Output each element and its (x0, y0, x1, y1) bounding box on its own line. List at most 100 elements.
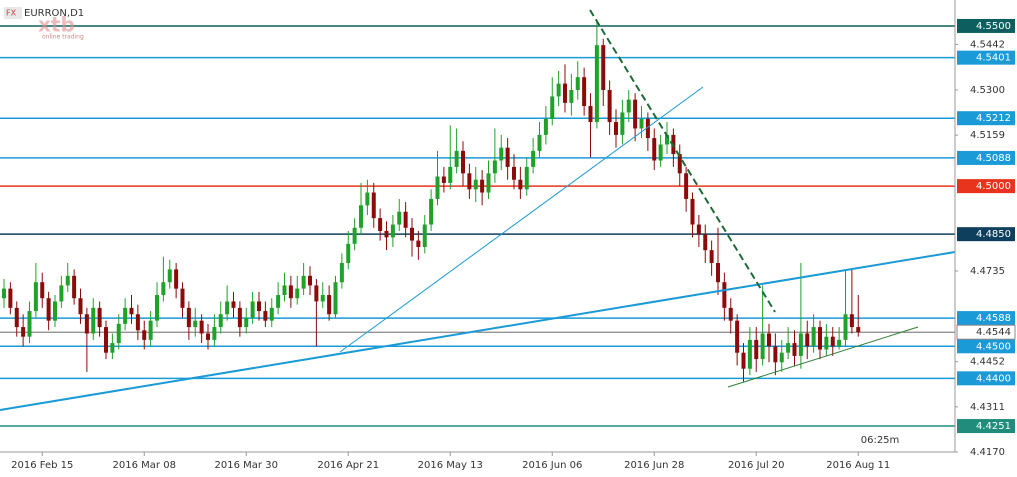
candle-body (129, 307, 134, 315)
candle-body (786, 343, 791, 353)
candles (2, 19, 861, 382)
candle-body (225, 301, 230, 315)
candle-body (716, 262, 720, 283)
x-tick-label: 2016 Aug 11 (826, 460, 890, 471)
candle-body (410, 227, 414, 241)
y-tick-label: 4.4311 (970, 402, 1005, 413)
candle-body (104, 327, 108, 353)
level-label-box (957, 179, 1015, 194)
candle-body (754, 339, 759, 360)
candle-body (652, 138, 657, 161)
candle-body (518, 179, 523, 190)
candle-body (333, 282, 338, 315)
candle-body (212, 327, 217, 340)
candle-body (486, 173, 491, 193)
candle-body (365, 192, 370, 206)
candle-body (480, 179, 485, 193)
candle-body (378, 218, 383, 231)
candle-body (155, 295, 159, 321)
trend-line (339, 86, 704, 353)
candle-body (193, 320, 198, 328)
level-label-box (957, 339, 1015, 354)
candle-body (492, 160, 497, 174)
candle-body (512, 166, 516, 180)
candle-body (269, 307, 274, 321)
candle-body (72, 275, 77, 299)
candle-body (282, 285, 287, 296)
badge: FX (6, 9, 17, 18)
level-label: 4.5500 (976, 21, 1011, 32)
candle-body (276, 295, 281, 308)
candle-body (639, 118, 644, 129)
candle-body (441, 176, 446, 183)
candle-body (856, 327, 861, 333)
logo-text: xtb (38, 13, 75, 37)
candle-body (435, 176, 440, 199)
x-tick-label: 2016 May 13 (418, 460, 483, 471)
candle-body (448, 166, 453, 183)
x-tick-label: 2016 Jun 28 (624, 460, 684, 471)
candle-body (499, 147, 504, 161)
candle-body (735, 320, 740, 353)
candle-body (524, 166, 529, 190)
candle-body (779, 352, 784, 363)
level-label: 4.5000 (976, 181, 1011, 192)
candle-body (174, 269, 179, 289)
candle-body (626, 99, 631, 113)
candle-body (390, 224, 395, 238)
last-price-box (956, 324, 1016, 340)
candle-body (27, 311, 32, 337)
candle-body (805, 333, 810, 347)
candle-body (684, 173, 689, 199)
candle-body (824, 336, 829, 350)
candle-body (301, 275, 306, 289)
candle-body (582, 77, 587, 107)
candle-body (773, 346, 778, 363)
candle-body (849, 314, 854, 328)
candle-body (218, 314, 223, 328)
candle-body (352, 227, 357, 244)
candle-body (371, 192, 376, 219)
candle-body (339, 262, 344, 283)
logo-subtitle: online trading (42, 34, 84, 41)
level-label-box (957, 50, 1015, 65)
badge-box (4, 7, 22, 19)
candle-body (830, 336, 835, 347)
level-label-box (957, 371, 1015, 386)
candle-body (837, 339, 842, 347)
candle-body (620, 112, 625, 135)
candle-body (429, 198, 434, 225)
candle-body (167, 269, 172, 283)
candle-body (403, 211, 408, 228)
level-label: 4.4850 (976, 229, 1011, 240)
candle-body (467, 173, 472, 190)
candle-body (244, 317, 249, 328)
candle-body (180, 288, 185, 308)
level-label-box (957, 18, 1015, 33)
trend-line (0, 251, 956, 411)
timer: 06:25m (861, 435, 900, 446)
candle-body (135, 314, 140, 331)
candle-body (250, 301, 255, 318)
trend-line (727, 326, 919, 388)
x-tick-label: 2016 Jul 20 (728, 460, 785, 471)
candle-body (601, 45, 606, 91)
candle-body (84, 314, 89, 334)
candle-body (257, 301, 261, 312)
candle-body (798, 333, 803, 356)
candle-body (40, 282, 45, 299)
candle-body (658, 144, 663, 161)
candle-body (461, 150, 465, 174)
candle-body (2, 288, 6, 299)
candle-body (473, 179, 478, 190)
chart-title: EURRON,D1 (24, 8, 84, 19)
trend-line (589, 9, 776, 313)
candle-body (645, 118, 650, 139)
level-label-box (957, 227, 1015, 242)
candle-body (594, 45, 599, 123)
candle-body (741, 352, 746, 369)
level-label-box (957, 111, 1015, 126)
candle-body (550, 96, 555, 119)
